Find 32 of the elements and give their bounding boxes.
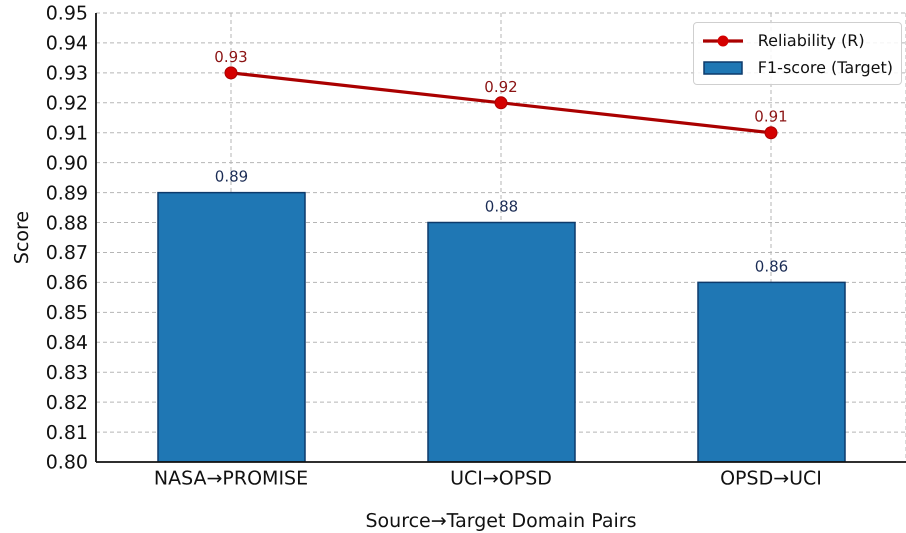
y-tick-label: 0.95 [46,2,88,25]
y-axis-title: Score [11,210,33,264]
y-tick-label: 0.93 [46,62,88,85]
y-tick-label: 0.80 [46,452,88,474]
y-tick-label: 0.87 [46,242,88,264]
y-tick-label: 0.88 [46,212,88,234]
x-tick-label: OPSD→UCI [720,467,822,490]
data-label: 0.88 [484,198,518,216]
y-tick-label: 0.89 [46,182,88,204]
x-tick-label: NASA→PROMISE [154,467,308,490]
legend-label: F1-score (Target) [758,58,893,77]
data-label: 0.93 [214,48,248,66]
y-tick-label: 0.86 [46,272,88,294]
data-label: 0.89 [214,168,248,186]
y-tick-label: 0.91 [46,122,88,144]
y-tick-label: 0.85 [46,302,88,324]
y-tick-label: 0.83 [46,362,88,384]
point [224,66,238,80]
point [764,126,778,140]
data-label: 0.86 [754,257,788,276]
y-tick-label: 0.90 [46,152,88,174]
y-tick-label: 0.92 [46,92,88,115]
y-tick-label: 0.82 [46,392,88,414]
data-label: 0.92 [484,78,518,96]
y-tick-label: 0.84 [46,332,88,354]
x-tick-label: UCI→OPSD [450,467,552,490]
x-axis-title: Source→Target Domain Pairs [365,510,637,532]
legend-label: Reliability (R) [758,31,865,50]
y-tick-label: 0.94 [46,32,88,55]
data-label: 0.91 [754,108,788,126]
point [494,96,508,110]
y-tick-label: 0.81 [46,422,88,444]
